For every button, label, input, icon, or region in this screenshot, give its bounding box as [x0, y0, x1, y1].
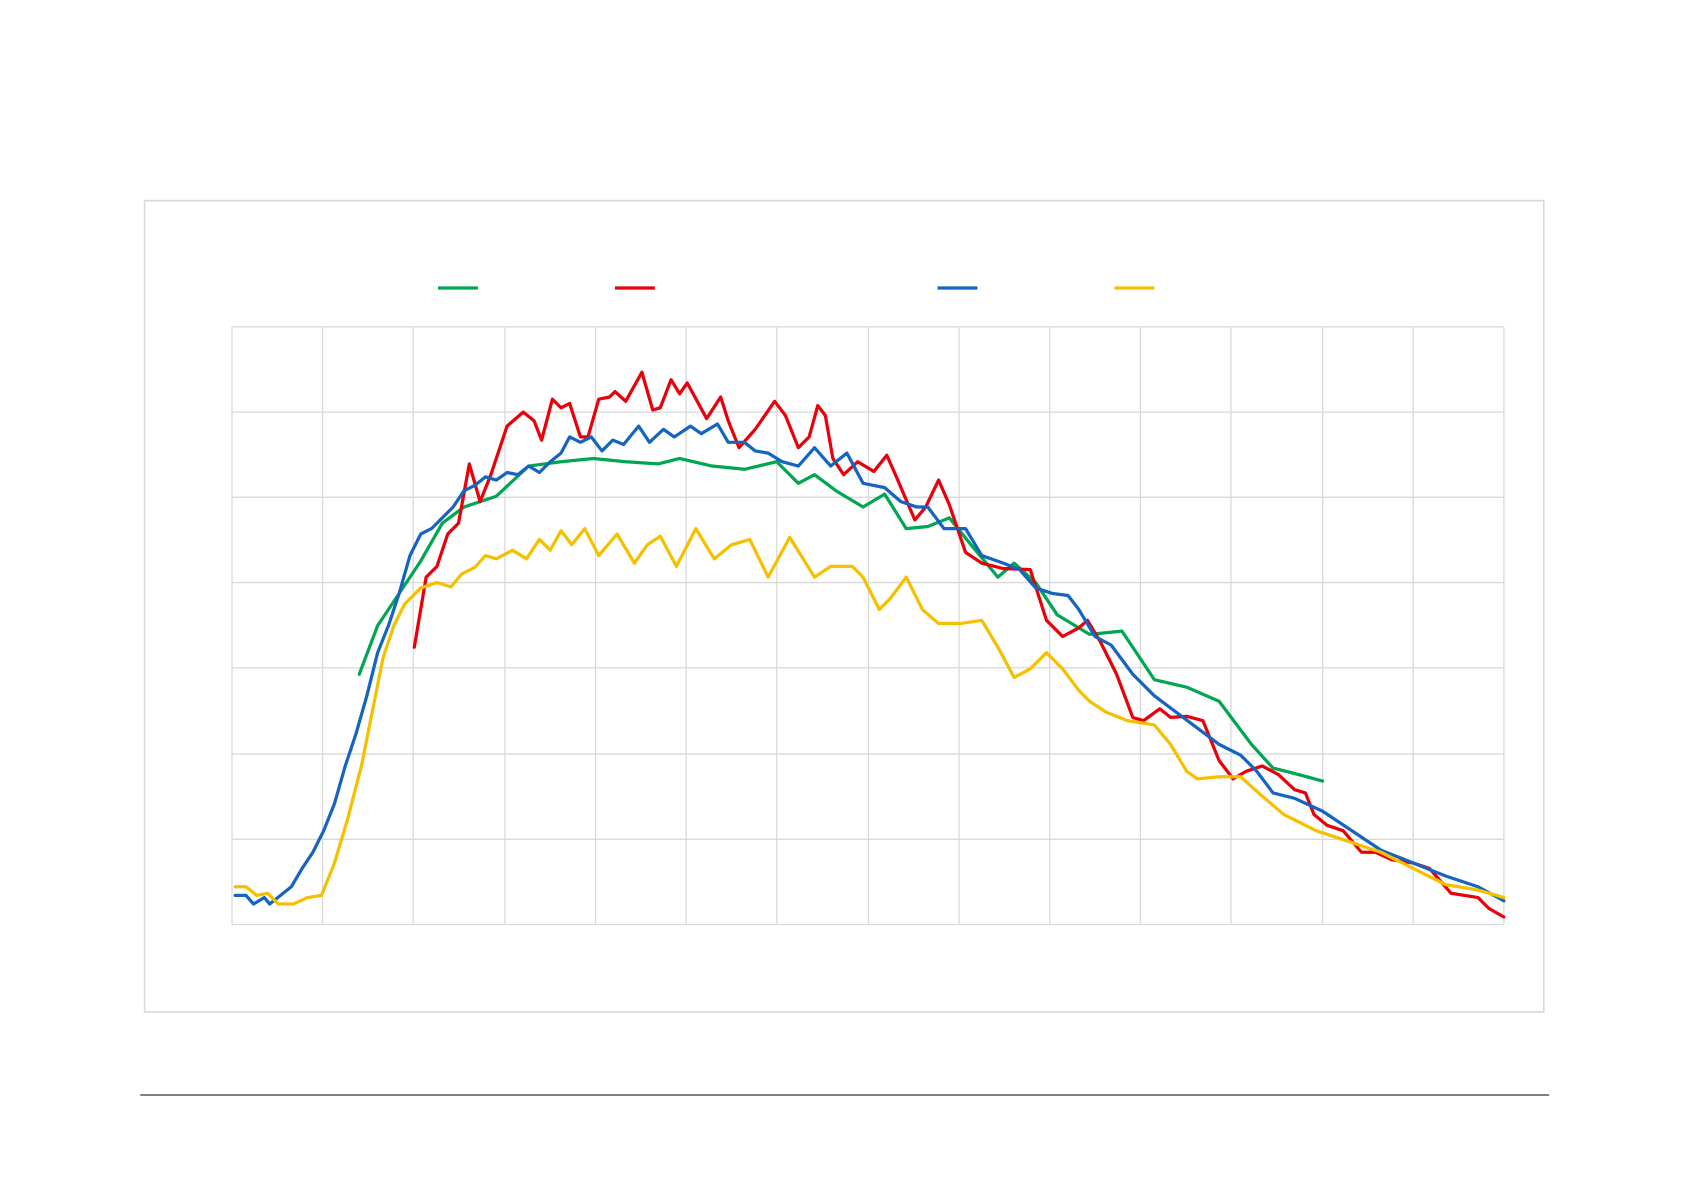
series-line [233, 422, 1506, 906]
series-line [357, 456, 1325, 783]
series-line [233, 526, 1506, 906]
series-line [412, 370, 1506, 919]
chart-frame [143, 199, 1545, 1013]
